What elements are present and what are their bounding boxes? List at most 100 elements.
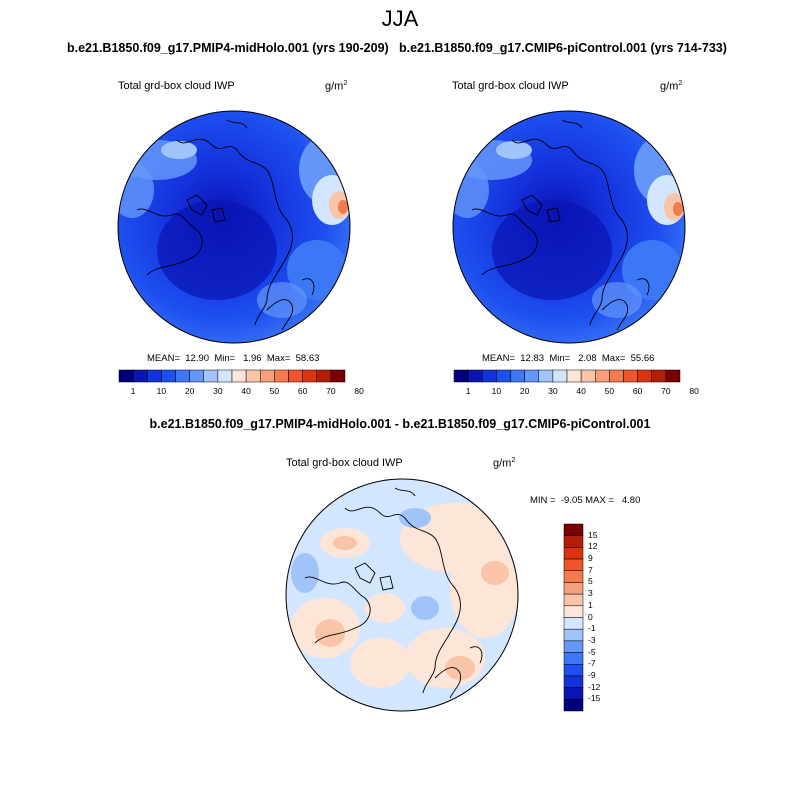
colorbar-box xyxy=(510,369,525,383)
colorbar-tick-label: 9 xyxy=(588,553,593,564)
colorbar-box xyxy=(563,652,584,665)
right-colorbar xyxy=(453,369,681,383)
colorbar-tick-label: 20 xyxy=(519,386,530,396)
colorbar-box xyxy=(563,535,584,548)
colorbar-box xyxy=(231,369,247,383)
colorbar-box xyxy=(538,369,554,383)
diff-units-label: g/m2 xyxy=(493,457,515,470)
colorbar-box xyxy=(147,369,162,383)
colorbar-box xyxy=(609,369,624,383)
colorbar-box xyxy=(665,369,681,383)
colorbar-tick-label: 30 xyxy=(548,386,558,396)
colorbar-tick-label: 60 xyxy=(632,386,643,396)
colorbar-tick-label: 0 xyxy=(588,611,593,622)
colorbar-box xyxy=(580,369,596,383)
colorbar-box xyxy=(563,617,584,630)
colorbar-box xyxy=(217,369,233,383)
right-units-exp: 2 xyxy=(678,80,683,87)
diff-stats: MIN = -9.05 MAX = 4.80 xyxy=(530,495,641,506)
left-colorbar-ticks: 1 10 20 30 40 50 60 70 80 xyxy=(119,386,364,398)
colorbar-tick-label: 1 xyxy=(465,386,471,396)
diff-polar-map xyxy=(285,478,519,712)
colorbar-box xyxy=(496,369,511,383)
left-units-exp: 2 xyxy=(343,80,348,87)
colorbar-tick-label: 80 xyxy=(689,386,699,396)
colorbar-tick-label: 80 xyxy=(354,386,364,396)
colorbar-box xyxy=(245,369,261,383)
colorbar-box xyxy=(595,369,610,383)
right-stats: MEAN= 12.83 Min= 2.08 Max= 55.66 xyxy=(482,353,655,364)
right-variable-label: Total grd-box cloud IWP xyxy=(452,80,569,92)
diff-colorbar xyxy=(563,523,584,712)
left-variable-label: Total grd-box cloud IWP xyxy=(118,80,235,92)
colorbar-tick-label: 1 xyxy=(130,386,136,396)
colorbar-box xyxy=(260,369,275,383)
left-units-label: g/m2 xyxy=(325,80,347,93)
colorbar-box xyxy=(637,369,652,383)
colorbar-box xyxy=(563,570,584,583)
colorbar-box xyxy=(566,369,582,383)
diff-panel-title: b.e21.B1850.f09_g17.PMIP4-midHolo.001 - … xyxy=(149,417,651,431)
colorbar-tick-label: 10 xyxy=(491,386,502,396)
colorbar-tick-label: 70 xyxy=(661,386,671,396)
left-panel-title: b.e21.B1850.f09_g17.PMIP4-midHolo.001 (y… xyxy=(67,41,389,55)
right-panel-title: b.e21.B1850.f09_g17.CMIP6-piControl.001 … xyxy=(399,41,727,55)
colorbar-tick-label: 7 xyxy=(588,564,593,575)
colorbar-tick-label: 3 xyxy=(588,588,593,599)
colorbar-box xyxy=(330,369,346,383)
colorbar-box xyxy=(563,687,584,700)
colorbar-box xyxy=(563,558,584,571)
colorbar-tick-label: 40 xyxy=(576,386,586,396)
colorbar-tick-label: 70 xyxy=(326,386,336,396)
colorbar-box xyxy=(563,582,584,595)
diff-units-exp: 2 xyxy=(511,457,516,464)
colorbar-tick-label: -7 xyxy=(588,658,596,669)
colorbar-tick-label: 30 xyxy=(213,386,223,396)
diff-units-base: g/m xyxy=(493,457,512,470)
colorbar-box xyxy=(563,640,584,653)
season-title: JJA xyxy=(381,6,419,31)
colorbar-box xyxy=(482,369,497,383)
right-units-base: g/m xyxy=(660,80,679,93)
colorbar-tick-label: -3 xyxy=(588,634,596,645)
colorbar-box xyxy=(623,369,638,383)
colorbar-box xyxy=(563,547,584,560)
colorbar-tick-label: -9 xyxy=(588,669,596,680)
colorbar-box xyxy=(524,369,539,383)
right-colorbar-ticks: 1 10 20 30 40 50 60 70 80 xyxy=(454,386,699,398)
colorbar-box xyxy=(563,523,584,536)
colorbar-tick-label: -12 xyxy=(588,681,601,692)
colorbar-tick-label: 40 xyxy=(241,386,251,396)
right-polar-map xyxy=(452,110,686,344)
colorbar-tick-label: 5 xyxy=(588,576,593,587)
colorbar-tick-label: 50 xyxy=(604,386,615,396)
colorbar-box xyxy=(316,369,332,383)
colorbar-box xyxy=(467,369,483,383)
colorbar-tick-label: 12 xyxy=(588,541,598,552)
colorbar-box xyxy=(132,369,148,383)
colorbar-box xyxy=(563,593,584,607)
colorbar-tick-label: 20 xyxy=(184,386,195,396)
colorbar-box xyxy=(175,369,190,383)
colorbar-tick-label: -5 xyxy=(588,646,596,657)
colorbar-box xyxy=(651,369,667,383)
colorbar-box xyxy=(563,699,584,712)
colorbar-box xyxy=(161,369,176,383)
colorbar-tick-label: 15 xyxy=(588,529,598,540)
colorbar-box xyxy=(118,369,134,383)
diff-colorbar-ticks: 15 12 9 7 5 3 1 0 -1 -3 -5 -7 -9 -12 -15 xyxy=(588,524,618,711)
colorbar-box xyxy=(288,369,303,383)
left-units-base: g/m xyxy=(325,80,344,93)
colorbar-box xyxy=(274,369,289,383)
colorbar-box xyxy=(203,369,219,383)
colorbar-tick-label: -15 xyxy=(588,693,601,704)
colorbar-box xyxy=(563,664,584,677)
colorbar-tick-label: 1 xyxy=(588,599,593,610)
colorbar-tick-label: 50 xyxy=(269,386,280,396)
right-units-label: g/m2 xyxy=(660,80,682,93)
colorbar-box xyxy=(563,675,584,688)
colorbar-box xyxy=(563,605,584,618)
colorbar-box xyxy=(189,369,204,383)
colorbar-box xyxy=(453,369,469,383)
left-polar-map xyxy=(117,110,351,344)
